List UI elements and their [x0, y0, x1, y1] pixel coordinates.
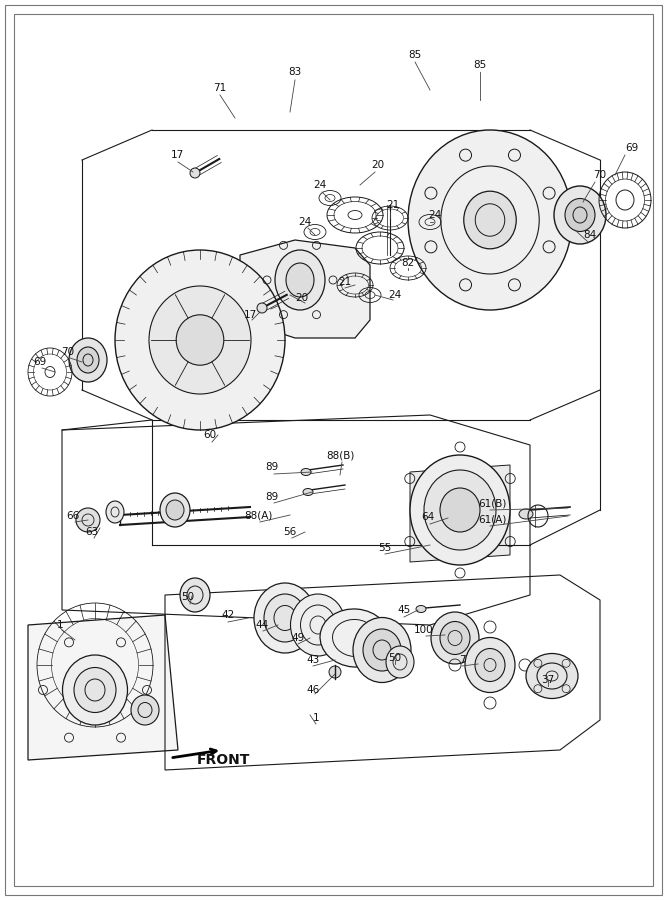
Ellipse shape: [526, 653, 578, 698]
Text: 21: 21: [386, 200, 400, 210]
Text: 66: 66: [67, 511, 79, 521]
Text: 61(B): 61(B): [478, 498, 506, 508]
Text: 37: 37: [542, 675, 555, 685]
Text: 63: 63: [85, 527, 99, 537]
Ellipse shape: [410, 455, 510, 565]
Text: 89: 89: [265, 462, 279, 472]
Ellipse shape: [180, 578, 210, 612]
Ellipse shape: [69, 338, 107, 382]
Text: 21: 21: [338, 277, 352, 287]
Ellipse shape: [254, 583, 316, 653]
Ellipse shape: [440, 622, 470, 654]
Text: 20: 20: [295, 293, 309, 303]
Ellipse shape: [286, 263, 314, 297]
Ellipse shape: [320, 609, 390, 667]
Text: 71: 71: [213, 83, 227, 93]
Ellipse shape: [106, 501, 124, 523]
Text: 50: 50: [181, 592, 195, 602]
Text: 69: 69: [33, 357, 47, 367]
Ellipse shape: [363, 629, 401, 671]
Ellipse shape: [275, 250, 325, 310]
Text: 64: 64: [422, 512, 435, 522]
Ellipse shape: [353, 617, 411, 682]
Text: 46: 46: [306, 685, 319, 695]
Ellipse shape: [264, 594, 306, 642]
Ellipse shape: [464, 191, 516, 248]
Ellipse shape: [303, 489, 313, 496]
Ellipse shape: [424, 470, 496, 550]
Polygon shape: [410, 465, 510, 562]
Text: 70: 70: [61, 347, 75, 357]
Ellipse shape: [440, 488, 480, 532]
Text: 88(A): 88(A): [244, 510, 272, 520]
Text: 70: 70: [594, 170, 606, 180]
Text: 45: 45: [398, 605, 411, 615]
Polygon shape: [240, 240, 370, 338]
Text: 82: 82: [402, 258, 415, 268]
Text: 7: 7: [459, 655, 466, 665]
Ellipse shape: [291, 594, 346, 656]
Ellipse shape: [431, 612, 479, 664]
Text: 49: 49: [291, 633, 305, 643]
Ellipse shape: [77, 347, 99, 373]
Text: 85: 85: [474, 60, 487, 70]
Ellipse shape: [475, 649, 505, 681]
Ellipse shape: [519, 509, 533, 519]
Circle shape: [329, 666, 341, 678]
Text: 1: 1: [57, 620, 63, 630]
Text: 44: 44: [255, 620, 269, 630]
Text: 43: 43: [306, 655, 319, 665]
Ellipse shape: [301, 469, 311, 475]
Text: 42: 42: [221, 610, 235, 620]
Ellipse shape: [408, 130, 572, 310]
Text: 24: 24: [428, 210, 442, 220]
Text: 69: 69: [626, 143, 638, 153]
Ellipse shape: [131, 695, 159, 725]
Ellipse shape: [166, 500, 184, 520]
Ellipse shape: [63, 655, 127, 725]
Ellipse shape: [554, 186, 606, 244]
Ellipse shape: [465, 637, 515, 692]
Ellipse shape: [565, 199, 595, 231]
Ellipse shape: [115, 250, 285, 430]
Text: 24: 24: [313, 180, 327, 190]
Text: 17: 17: [243, 310, 257, 320]
Circle shape: [257, 303, 267, 313]
Polygon shape: [28, 615, 178, 760]
Ellipse shape: [74, 668, 116, 713]
Text: 24: 24: [388, 290, 402, 300]
Circle shape: [190, 168, 200, 178]
Circle shape: [76, 508, 100, 532]
Text: 56: 56: [283, 527, 297, 537]
Ellipse shape: [176, 315, 224, 365]
Text: 50: 50: [388, 653, 402, 663]
Text: 55: 55: [378, 543, 392, 553]
Text: 85: 85: [408, 50, 422, 60]
Ellipse shape: [160, 493, 190, 527]
Ellipse shape: [386, 646, 414, 678]
Text: 24: 24: [298, 217, 311, 227]
Text: 60: 60: [203, 430, 217, 440]
Text: 100: 100: [414, 625, 434, 635]
Text: 88(B): 88(B): [325, 450, 354, 460]
Text: FRONT: FRONT: [196, 753, 249, 767]
Ellipse shape: [149, 286, 251, 394]
Text: 1: 1: [313, 713, 319, 723]
Text: 20: 20: [372, 160, 385, 170]
Text: 17: 17: [170, 150, 183, 160]
Text: 84: 84: [584, 230, 596, 240]
Ellipse shape: [416, 606, 426, 613]
Text: 89: 89: [265, 492, 279, 502]
Text: 61(A): 61(A): [478, 515, 506, 525]
Text: 83: 83: [288, 67, 301, 77]
